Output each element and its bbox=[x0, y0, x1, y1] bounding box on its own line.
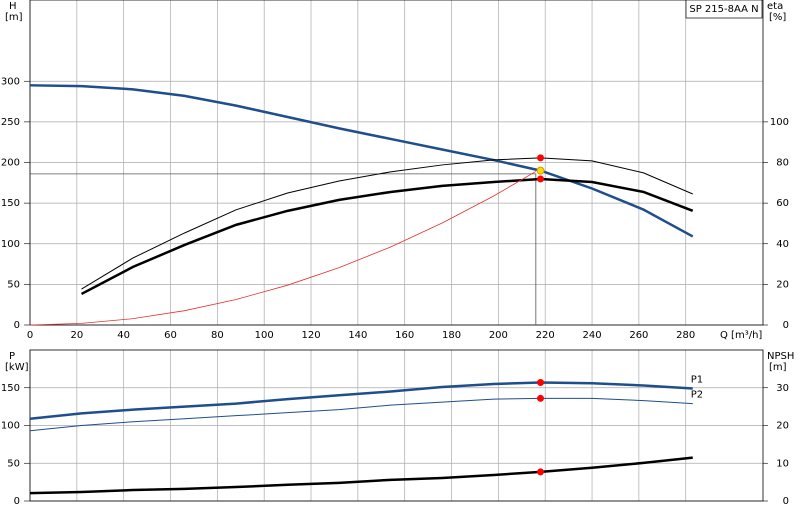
x-tick-label: 240 bbox=[582, 330, 601, 341]
y2-tick-label: 80 bbox=[776, 158, 789, 169]
y2-axis-label: NPSH bbox=[767, 351, 794, 362]
series-line bbox=[29, 84, 694, 238]
series-line bbox=[29, 171, 537, 326]
y-axis-unit: [kW] bbox=[5, 362, 29, 373]
x-tick-label: 200 bbox=[489, 330, 508, 341]
operating-point bbox=[537, 468, 545, 476]
series-line bbox=[80, 177, 694, 296]
x-tick-label: 100 bbox=[255, 330, 274, 341]
y-tick-label: 200 bbox=[1, 158, 20, 169]
y-tick-label: 250 bbox=[1, 117, 20, 128]
y2-tick-label: 20 bbox=[776, 421, 789, 432]
y2-tick-label: 100 bbox=[770, 117, 789, 128]
series-line bbox=[29, 456, 693, 495]
x-tick-label: 160 bbox=[395, 330, 414, 341]
y-tick-label: 50 bbox=[7, 458, 20, 469]
x-tick-label: 220 bbox=[536, 330, 555, 341]
x-axis-label: Q [m³/h] bbox=[720, 330, 762, 341]
x-tick-label: 60 bbox=[164, 330, 177, 341]
series-label: P2 bbox=[691, 390, 703, 401]
series-line bbox=[29, 381, 693, 420]
x-tick-label: 120 bbox=[301, 330, 320, 341]
x-tick-label: 260 bbox=[629, 330, 648, 341]
y-tick-label: 150 bbox=[1, 383, 20, 394]
x-tick-label: 280 bbox=[676, 330, 695, 341]
y2-tick-label: 60 bbox=[776, 198, 789, 209]
title-box bbox=[685, 0, 763, 19]
y2-axis-unit: [%] bbox=[769, 12, 786, 23]
y-tick-label: 300 bbox=[1, 76, 20, 87]
series-label: P1 bbox=[691, 375, 703, 386]
y-tick-label: 150 bbox=[1, 198, 20, 209]
operating-point bbox=[537, 154, 545, 162]
operating-point bbox=[537, 175, 545, 183]
y2-tick-label: 40 bbox=[776, 239, 789, 250]
x-tick-label: 80 bbox=[211, 330, 224, 341]
operating-point bbox=[537, 378, 545, 386]
y2-tick-label: 0 bbox=[783, 320, 789, 331]
y2-tick-label: 30 bbox=[776, 383, 789, 394]
chart-title: SP 215-8AA N bbox=[689, 4, 758, 15]
y2-axis-label: eta bbox=[767, 1, 783, 12]
x-tick-label: 140 bbox=[348, 330, 367, 341]
x-tick-label: 180 bbox=[442, 330, 461, 341]
y2-tick-label: 0 bbox=[783, 496, 789, 507]
x-tick-label: 0 bbox=[27, 330, 33, 341]
y-axis-label: P bbox=[9, 351, 15, 362]
operating-point bbox=[537, 394, 545, 402]
y2-axis-unit: [m] bbox=[769, 362, 787, 373]
series-line bbox=[29, 397, 693, 432]
x-tick-label: 40 bbox=[117, 330, 130, 341]
x-tick-label: 20 bbox=[70, 330, 83, 341]
y-tick-label: 0 bbox=[14, 496, 20, 507]
y-axis-unit: [m] bbox=[5, 12, 23, 23]
y2-tick-label: 10 bbox=[776, 458, 789, 469]
y-tick-label: 0 bbox=[14, 320, 20, 331]
y-tick-label: 100 bbox=[1, 421, 20, 432]
operating-point bbox=[536, 166, 545, 175]
y-tick-label: 50 bbox=[7, 279, 20, 290]
duty-crosshair bbox=[30, 173, 537, 325]
series-line bbox=[81, 157, 693, 290]
y-axis-label: H bbox=[9, 1, 17, 12]
y-tick-label: 100 bbox=[1, 239, 20, 250]
y2-tick-label: 20 bbox=[776, 279, 789, 290]
